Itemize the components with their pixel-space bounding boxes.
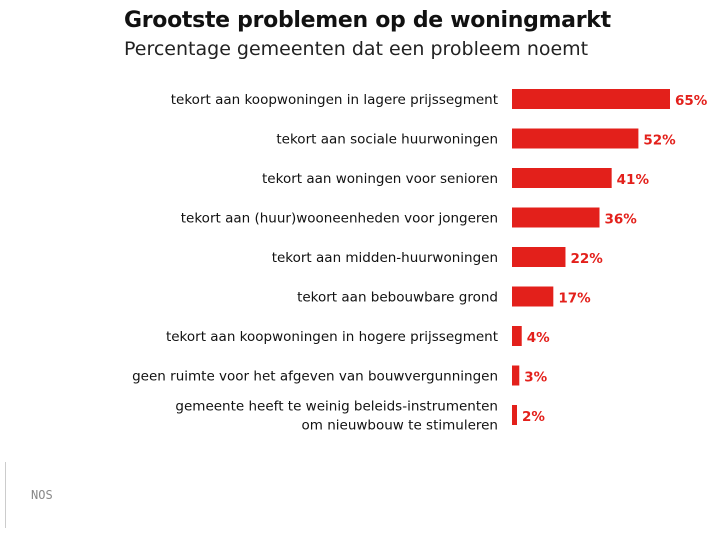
divider — [5, 462, 6, 528]
category-label: tekort aan sociale huurwoningen — [276, 132, 498, 148]
bar — [512, 89, 670, 109]
bar — [512, 326, 522, 346]
bar — [512, 128, 639, 149]
bar — [512, 286, 554, 307]
bar — [512, 405, 517, 425]
value-label: 65% — [675, 93, 708, 109]
bar — [512, 168, 612, 188]
bar — [512, 365, 520, 386]
value-label: 4% — [527, 330, 550, 346]
bar-chart: 65% tekort aan koopwoningen in lagere pri… — [132, 89, 708, 434]
chart-subtitle: Percentage gemeenten dat een probleem no… — [124, 38, 589, 60]
category-label: gemeente heeft te weinig beleids-instrum… — [175, 399, 498, 415]
value-label: 3% — [524, 370, 547, 386]
value-label: 22% — [570, 251, 603, 267]
value-label: 2% — [522, 409, 545, 425]
category-label: tekort aan midden-huurwoningen — [272, 250, 498, 266]
category-label: tekort aan (huur)wooneenheden voor jonge… — [181, 211, 498, 227]
value-label: 52% — [643, 133, 676, 149]
value-label: 41% — [617, 172, 650, 188]
category-label: om nieuwbouw te stimuleren — [302, 418, 498, 434]
chart-title: Grootste problemen op de woningmarkt — [124, 8, 611, 33]
source-label: NOS — [31, 488, 53, 502]
category-label: tekort aan woningen voor senioren — [262, 171, 498, 187]
value-label: 17% — [558, 291, 591, 307]
bar — [512, 207, 600, 228]
category-label: tekort aan koopwoningen in hogere prijss… — [166, 329, 498, 345]
bar — [512, 247, 566, 267]
category-label: tekort aan koopwoningen in lagere prijss… — [171, 92, 498, 108]
category-label: tekort aan bebouwbare grond — [297, 290, 498, 306]
value-label: 36% — [605, 212, 638, 228]
category-label: geen ruimte voor het afgeven van bouwver… — [132, 369, 498, 385]
